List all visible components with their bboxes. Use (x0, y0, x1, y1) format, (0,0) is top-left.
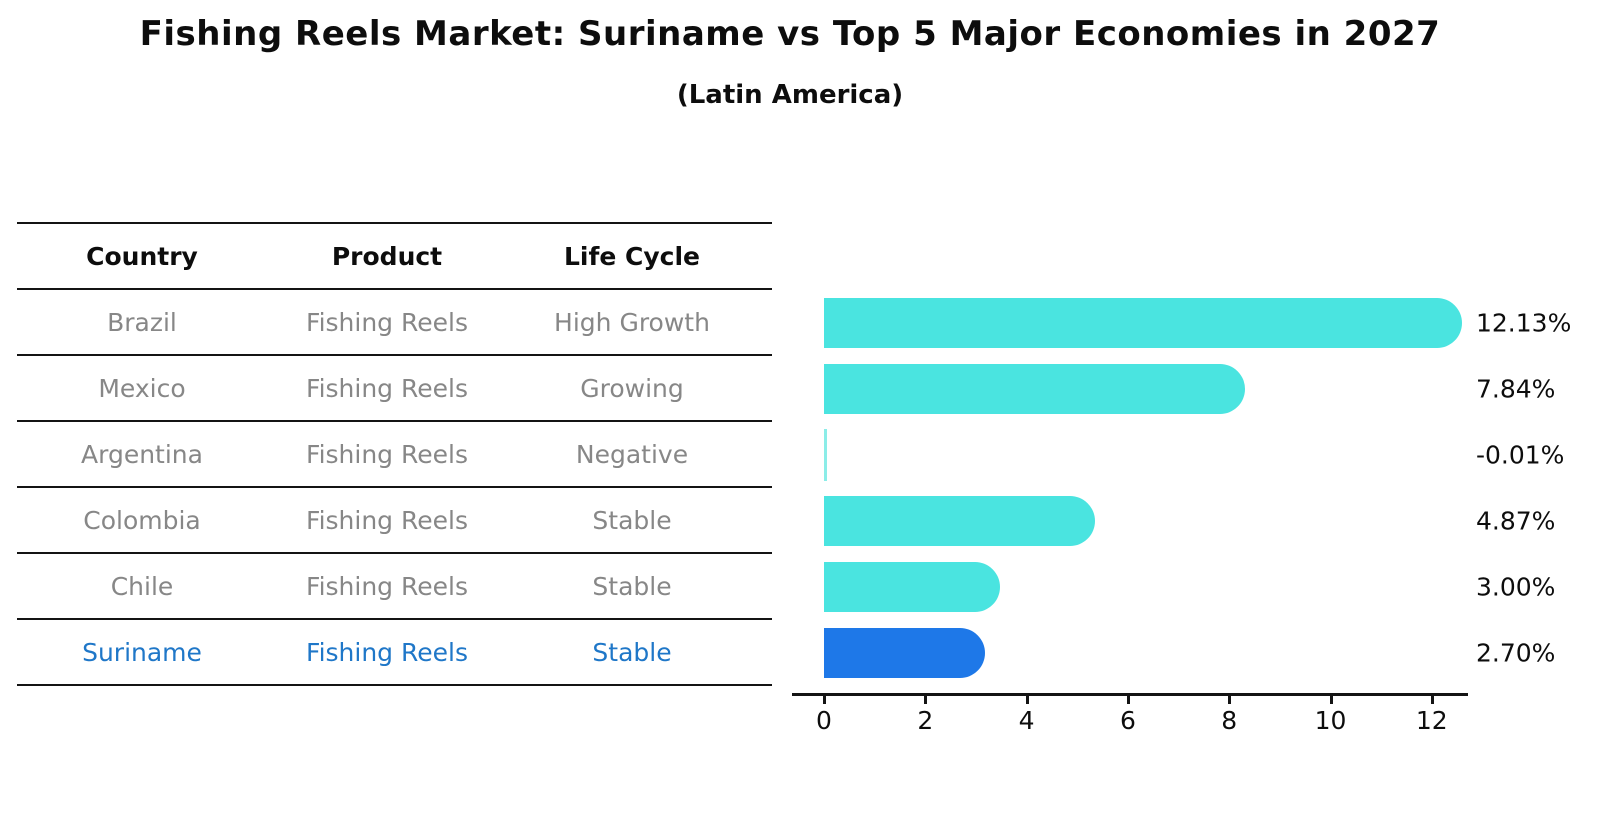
cell-lifecycle: Stable (592, 637, 672, 667)
bar-value-label: 12.13% (1476, 308, 1572, 338)
cell-product: Fishing Reels (306, 505, 468, 535)
x-axis-tick-label: 0 (816, 706, 832, 735)
chart-bar-argentina (824, 429, 827, 481)
x-axis-tick-label: 2 (917, 706, 934, 735)
table-header-row: Country Product Life Cycle (17, 224, 772, 288)
page-title: Fishing Reels Market: Suriname vs Top 5 … (139, 14, 1441, 54)
cell-product: Fishing Reels (306, 439, 468, 469)
chart-bar-colombia (824, 496, 1095, 546)
x-axis-tick (1025, 695, 1029, 704)
x-axis-tick (1228, 695, 1232, 704)
chart-bar-brazil (824, 298, 1463, 348)
table-divider (17, 618, 772, 620)
header-cell-product: Product (331, 241, 443, 271)
chart-bar-suriname (824, 628, 985, 678)
table-row-brazil: Brazil Fishing Reels High Growth (17, 290, 772, 354)
bar-value-label: -0.01% (1476, 440, 1565, 470)
cell-country: Brazil (107, 307, 177, 337)
x-axis-tick (1329, 695, 1333, 704)
bar-value-label: 3.00% (1476, 572, 1556, 602)
table-row-argentina: Argentina Fishing Reels Negative (17, 422, 772, 486)
x-axis-tick (823, 695, 826, 704)
bar-value-label: 2.70% (1476, 638, 1556, 668)
cell-product: Fishing Reels (306, 571, 468, 601)
table-row-chile: Chile Fishing Reels Stable (17, 554, 772, 618)
cell-lifecycle: Growing (580, 373, 684, 403)
x-axis-tick (924, 695, 928, 704)
chart-bar-chile (824, 562, 1000, 612)
cell-country: Colombia (83, 505, 201, 535)
page-subtitle: (Latin America) (676, 80, 904, 110)
table-divider (17, 288, 772, 290)
chart-bar-mexico (824, 364, 1246, 414)
x-axis-tick-label: 6 (1119, 706, 1136, 735)
x-axis-tick-label: 4 (1018, 706, 1035, 735)
cell-country: Mexico (98, 373, 186, 403)
table-top-border (17, 222, 772, 224)
x-axis-line (792, 693, 1468, 696)
x-axis-tick-label: 10 (1314, 706, 1347, 735)
cell-product: Fishing Reels (306, 373, 468, 403)
header-cell-lifecycle: Life Cycle (563, 241, 701, 271)
cell-lifecycle: Stable (592, 571, 672, 601)
cell-lifecycle: Stable (592, 505, 672, 535)
table-row-mexico: Mexico Fishing Reels Growing (17, 356, 772, 420)
table-row-suriname: Suriname Fishing Reels Stable (17, 620, 772, 684)
cell-product: Fishing Reels (306, 307, 468, 337)
x-axis-tick (1126, 695, 1130, 704)
cell-product: Fishing Reels (306, 637, 468, 667)
table-bottom-border (17, 684, 772, 686)
table-divider (17, 486, 772, 488)
header-cell-country: Country (86, 241, 198, 271)
table-divider (17, 552, 772, 554)
table-row-colombia: Colombia Fishing Reels Stable (17, 488, 772, 552)
data-table: Country Product Life Cycle Brazil Fishin… (17, 222, 772, 686)
cell-country: Suriname (82, 637, 202, 667)
bar-value-label: 4.87% (1476, 506, 1556, 536)
table-divider (17, 420, 772, 422)
bar-value-label: 7.84% (1476, 374, 1556, 404)
cell-country: Chile (110, 571, 174, 601)
table-divider (17, 354, 772, 356)
x-axis-tick (1430, 695, 1434, 704)
x-axis-tick-label: 12 (1415, 706, 1448, 735)
x-axis-tick-label: 8 (1221, 706, 1238, 735)
cell-country: Argentina (81, 439, 203, 469)
cell-lifecycle: High Growth (554, 307, 710, 337)
cell-lifecycle: Negative (575, 439, 689, 469)
